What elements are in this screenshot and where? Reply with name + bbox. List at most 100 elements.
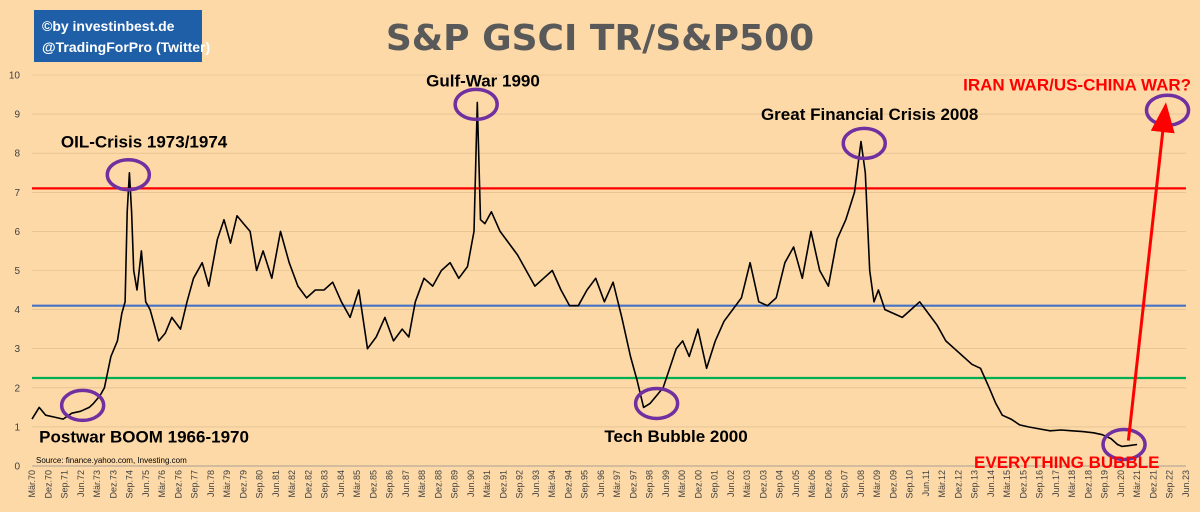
- x-tick-label: Mär.18: [1067, 470, 1077, 498]
- x-tick-label: Dez.85: [368, 470, 378, 499]
- x-tick-label: Jun.05: [791, 470, 801, 497]
- x-tick-label: Sep.77: [190, 470, 200, 499]
- x-tick-label: Jun.20: [1116, 470, 1126, 497]
- x-tick-label: Jun.84: [336, 470, 346, 497]
- source-note: Source: finance.yahoo.com, Investing.com: [36, 456, 187, 465]
- x-tick-label: Dez.79: [238, 470, 248, 499]
- x-tick-label: Jun.87: [401, 470, 411, 497]
- y-tick-label: 7: [14, 188, 20, 199]
- x-tick-label: Sep.92: [515, 470, 525, 499]
- x-tick-label: Dez.15: [1018, 470, 1028, 499]
- x-tick-label: Jun.11: [921, 470, 931, 496]
- highlight-circle-1: [59, 388, 106, 423]
- x-tick-label: Jun.23: [1181, 470, 1191, 497]
- y-tick-label: 8: [14, 149, 20, 160]
- x-tick-label: Sep.71: [60, 470, 70, 499]
- annotation-label-4: Tech Bubble 2000: [604, 427, 747, 446]
- x-tick-label: Jun.75: [141, 470, 151, 497]
- x-tick-label: Mär.15: [1002, 470, 1012, 498]
- y-tick-label: 2: [14, 383, 20, 394]
- annotation-label-7: EVERYTHING BUBBLE: [974, 453, 1159, 472]
- x-tick-label: Sep.86: [385, 470, 395, 499]
- x-tick-label: Mär.00: [677, 470, 687, 498]
- x-tick-label: Dez.70: [43, 470, 53, 499]
- x-tick-label: Sep.83: [320, 470, 330, 499]
- x-tick-label: Dez.06: [823, 470, 833, 499]
- y-tick-label: 3: [14, 344, 20, 355]
- x-tick-label: Dez.82: [303, 470, 313, 499]
- highlight-circle-2: [105, 157, 152, 192]
- x-tick-label: Mär.09: [872, 470, 882, 498]
- chart-title: S&P GSCI TR/S&P500: [386, 18, 814, 59]
- x-tick-label: Sep.95: [580, 470, 590, 499]
- y-tick-label: 6: [14, 227, 20, 238]
- y-tick-label: 10: [9, 71, 21, 82]
- annotation-label-6: IRAN WAR/US-CHINA WAR?: [963, 76, 1191, 95]
- highlight-circle-6: [1101, 427, 1147, 462]
- x-tick-label: Mär.21: [1132, 470, 1142, 498]
- x-tick-label: Sep.13: [970, 470, 980, 499]
- x-tick-label: Sep.07: [840, 470, 850, 499]
- x-tick-label: Sep.10: [905, 470, 915, 499]
- x-tick-label: Sep.04: [775, 470, 785, 499]
- x-tick-label: Mär.94: [547, 470, 557, 498]
- annotation-label-1: Postwar BOOM 1966-1970: [39, 428, 249, 447]
- x-tick-label: Mär.12: [937, 470, 947, 498]
- x-tick-label: Mär.70: [27, 470, 37, 498]
- x-tick-label: Mär.06: [807, 470, 817, 498]
- x-tick-label: Jun.93: [531, 470, 541, 497]
- y-tick-label: 4: [14, 305, 20, 316]
- x-tick-label: Mär.85: [352, 470, 362, 498]
- series-line: [31, 101, 1138, 448]
- credit-box: ©by investinbest.de @TradingForPro (Twit…: [34, 10, 210, 62]
- x-tick-label: Dez.76: [173, 470, 183, 499]
- x-tick-label: Dez.88: [433, 470, 443, 499]
- credit-line-1: ©by investinbest.de: [42, 18, 175, 34]
- annotation-label-2: OIL-Crisis 1973/1974: [61, 132, 228, 151]
- x-tick-label: Jun.90: [466, 470, 476, 497]
- plot-area: 0 1 2 3 4 5 6 7 8 9 10 Mär.70 Dez.70 Sep.71 Jun.72 Mär.…: [9, 71, 1191, 499]
- x-tick-label: Jun.81: [271, 470, 281, 497]
- x-tick-label: Mär.76: [157, 470, 167, 498]
- x-tick-label: Sep.74: [125, 470, 135, 499]
- highlight-circle-7: [1144, 93, 1191, 127]
- x-tick-label: Mär.03: [742, 470, 752, 498]
- x-tick-label: Jun.78: [206, 470, 216, 497]
- x-tick-label: Jun.72: [76, 470, 86, 497]
- x-tick-label: Mär.79: [222, 470, 232, 498]
- x-tick-label: Sep.01: [710, 470, 720, 499]
- x-tick-label: Sep.16: [1035, 470, 1045, 499]
- x-tick-label: Jun.02: [726, 470, 736, 497]
- x-tick-label: Dez.12: [953, 470, 963, 499]
- x-tick-label: Mär.82: [287, 470, 297, 498]
- highlight-circle-3: [453, 87, 499, 122]
- x-tick-label: Jun.14: [986, 470, 996, 497]
- x-tick-label: Dez.94: [563, 470, 573, 499]
- x-tick-label: Dez.73: [108, 470, 118, 499]
- x-tick-label: Dez.21: [1148, 470, 1158, 499]
- highlight-circle-4: [633, 386, 680, 421]
- x-tick-label: Sep.80: [255, 470, 265, 499]
- y-tick-label: 0: [14, 462, 20, 473]
- x-tick-label: Mär.91: [482, 470, 492, 498]
- x-tick-label: Dez.00: [693, 470, 703, 499]
- x-tick-label: Dez.18: [1083, 470, 1093, 499]
- x-tick-label: Jun.08: [856, 470, 866, 497]
- x-tick-label: Sep.19: [1100, 470, 1110, 499]
- annotation-label-5: Great Financial Crisis 2008: [761, 105, 978, 124]
- x-tick-label: Sep.98: [645, 470, 655, 499]
- x-tick-label: Mär.88: [417, 470, 427, 498]
- projection-arrow: [1126, 102, 1175, 441]
- y-tick-label: 9: [14, 110, 20, 121]
- x-tick-label: Dez.97: [628, 470, 638, 499]
- x-tick-label: Jun.96: [596, 470, 606, 497]
- x-tick-label: Jun.17: [1051, 470, 1061, 497]
- x-tick-label: Dez.91: [498, 470, 508, 499]
- x-tick-label: Dez.03: [758, 470, 768, 499]
- x-tick-label: Sep.22: [1165, 470, 1175, 499]
- annotation-label-3: Gulf-War 1990: [426, 72, 540, 91]
- x-tick-label: Mär.97: [612, 470, 622, 498]
- credit-line-2: @TradingForPro (Twitter): [42, 39, 210, 55]
- x-tick-label: Sep.89: [450, 470, 460, 499]
